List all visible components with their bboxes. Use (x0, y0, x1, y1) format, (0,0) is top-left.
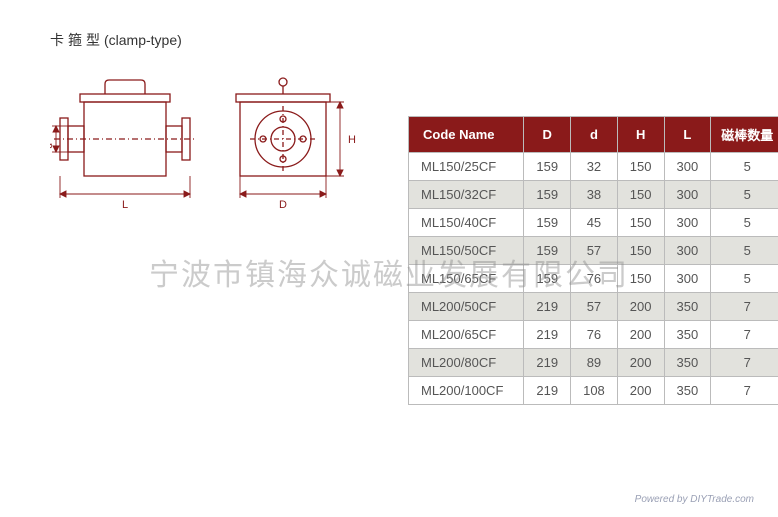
table-cell: 76 (571, 321, 618, 349)
table-row: ML150/40CF159451503005 (409, 209, 778, 237)
table-cell: ML150/40CF (409, 209, 524, 237)
table-cell: ML150/50CF (409, 237, 524, 265)
section-title: 卡箍型(clamp-type) (50, 30, 748, 50)
col-code: Code Name (409, 117, 524, 153)
table-cell: 150 (617, 181, 664, 209)
table-cell: 57 (571, 293, 618, 321)
col-D: D (524, 117, 571, 153)
table-cell: 5 (711, 181, 778, 209)
table-cell: 5 (711, 265, 778, 293)
table-cell: 200 (617, 321, 664, 349)
title-cn: 卡箍型 (50, 32, 104, 48)
table-cell: 300 (664, 265, 711, 293)
table-cell: 5 (711, 237, 778, 265)
table-cell: 89 (571, 349, 618, 377)
table-row: ML150/65CF159761503005 (409, 265, 778, 293)
footer-prefix: Powered by (635, 494, 691, 505)
table-cell: ML150/25CF (409, 153, 524, 181)
table-cell: 5 (711, 209, 778, 237)
table-cell: 7 (711, 377, 778, 405)
dim-label-d: d (50, 143, 55, 149)
table-cell: 350 (664, 293, 711, 321)
front-view-diagram: D H (218, 76, 368, 226)
table-cell: 219 (524, 349, 571, 377)
table-cell: 350 (664, 321, 711, 349)
table-cell: 150 (617, 265, 664, 293)
col-L: L (664, 117, 711, 153)
table-cell: 38 (571, 181, 618, 209)
table-cell: 219 (524, 293, 571, 321)
table-cell: 108 (571, 377, 618, 405)
table-cell: 5 (711, 153, 778, 181)
table-row: ML150/50CF159571503005 (409, 237, 778, 265)
table-row: ML150/32CF159381503005 (409, 181, 778, 209)
col-d: d (571, 117, 618, 153)
table-row: ML200/50CF219572003507 (409, 293, 778, 321)
table-cell: 300 (664, 181, 711, 209)
table-cell: 159 (524, 237, 571, 265)
table-row: ML200/80CF219892003507 (409, 349, 778, 377)
table-row: ML200/100CF2191082003507 (409, 377, 778, 405)
table-cell: 200 (617, 349, 664, 377)
table-cell: ML200/50CF (409, 293, 524, 321)
table-cell: 200 (617, 377, 664, 405)
table-cell: 350 (664, 377, 711, 405)
table-cell: ML150/32CF (409, 181, 524, 209)
table-cell: 7 (711, 349, 778, 377)
table-cell: 300 (664, 153, 711, 181)
col-H: H (617, 117, 664, 153)
table-row: ML200/65CF219762003507 (409, 321, 778, 349)
table-cell: 350 (664, 349, 711, 377)
table-cell: 57 (571, 237, 618, 265)
table-cell: 159 (524, 181, 571, 209)
table-cell: 200 (617, 293, 664, 321)
table-cell: ML200/80CF (409, 349, 524, 377)
table-cell: 159 (524, 209, 571, 237)
table-cell: 7 (711, 293, 778, 321)
table-cell: 32 (571, 153, 618, 181)
side-view-diagram: L d (50, 76, 200, 226)
table-cell: 219 (524, 321, 571, 349)
table-cell: 45 (571, 209, 618, 237)
col-bars: 磁棒数量 (711, 117, 778, 153)
title-en: (clamp-type) (104, 32, 182, 48)
technical-diagrams: L d (50, 68, 368, 226)
table-cell: 7 (711, 321, 778, 349)
footer-credit: Powered by DIYTrade.com (635, 494, 754, 505)
table-cell: 219 (524, 377, 571, 405)
dim-label-L: L (122, 199, 128, 211)
table-cell: ML150/65CF (409, 265, 524, 293)
table-cell: 159 (524, 153, 571, 181)
table-cell: ML200/65CF (409, 321, 524, 349)
table-cell: 150 (617, 209, 664, 237)
footer-brand: DIYTrade.com (690, 494, 754, 505)
table-cell: 150 (617, 153, 664, 181)
table-cell: 159 (524, 265, 571, 293)
spec-table: Code Name D d H L 磁棒数量 ML150/25CF1593215… (408, 116, 778, 405)
table-cell: 300 (664, 237, 711, 265)
dim-label-H: H (348, 134, 356, 146)
table-cell: ML200/100CF (409, 377, 524, 405)
dim-label-D: D (279, 199, 287, 211)
table-header-row: Code Name D d H L 磁棒数量 (409, 117, 778, 153)
table-cell: 150 (617, 237, 664, 265)
table-row: ML150/25CF159321503005 (409, 153, 778, 181)
table-cell: 300 (664, 209, 711, 237)
table-cell: 76 (571, 265, 618, 293)
